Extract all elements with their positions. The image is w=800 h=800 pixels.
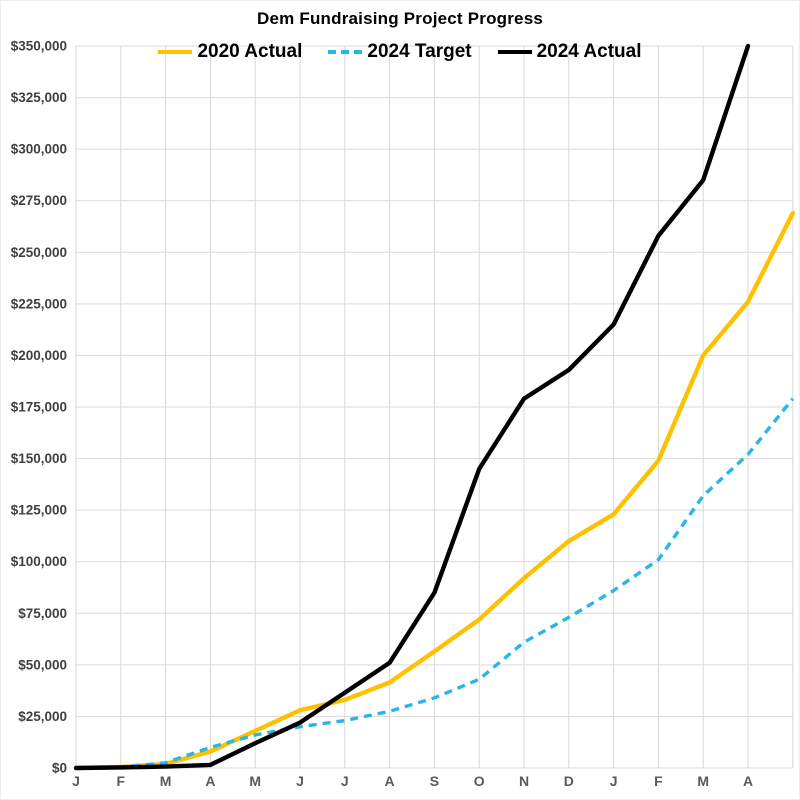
y-tick-label: $75,000 <box>18 606 67 621</box>
x-tick-label: A <box>385 773 395 789</box>
x-tick-label: J <box>296 773 304 789</box>
series-line-2024-actual <box>73 43 751 771</box>
x-tick-label: J <box>341 773 349 789</box>
y-tick-label: $25,000 <box>18 709 67 724</box>
chart-title: Dem Fundraising Project Progress <box>256 9 544 28</box>
y-tick-label: $325,000 <box>11 90 67 105</box>
x-tick-label: M <box>160 773 172 789</box>
x-tick-label: M <box>249 773 261 789</box>
y-tick-label: $300,000 <box>11 142 67 157</box>
x-tick-label: J <box>72 773 80 789</box>
y-tick-label: $50,000 <box>18 657 67 672</box>
y-tick-label: $275,000 <box>11 193 67 208</box>
y-tick-label: $0 <box>52 761 67 776</box>
y-tick-label: $100,000 <box>11 554 67 569</box>
x-tick-label: A <box>205 773 215 789</box>
x-tick-label: O <box>474 773 485 789</box>
x-tick-label: F <box>117 773 126 789</box>
y-tick-label: $200,000 <box>11 348 67 363</box>
x-tick-label: S <box>430 773 439 789</box>
y-tick-label: $350,000 <box>11 39 67 54</box>
y-tick-label: $225,000 <box>11 296 67 311</box>
series-line-2020-actual <box>73 210 795 771</box>
x-tick-label: N <box>519 773 529 789</box>
y-tick-label: $175,000 <box>11 400 67 415</box>
x-tick-label: J <box>610 773 618 789</box>
series-line-2024-target <box>75 397 795 770</box>
y-tick-label: $125,000 <box>11 503 67 518</box>
y-tick-label: $150,000 <box>11 451 67 466</box>
x-tick-label: D <box>564 773 574 789</box>
x-tick-label: F <box>654 773 663 789</box>
y-tick-label: $250,000 <box>11 245 67 260</box>
x-tick-label: A <box>743 773 753 789</box>
x-tick-label: M <box>697 773 709 789</box>
